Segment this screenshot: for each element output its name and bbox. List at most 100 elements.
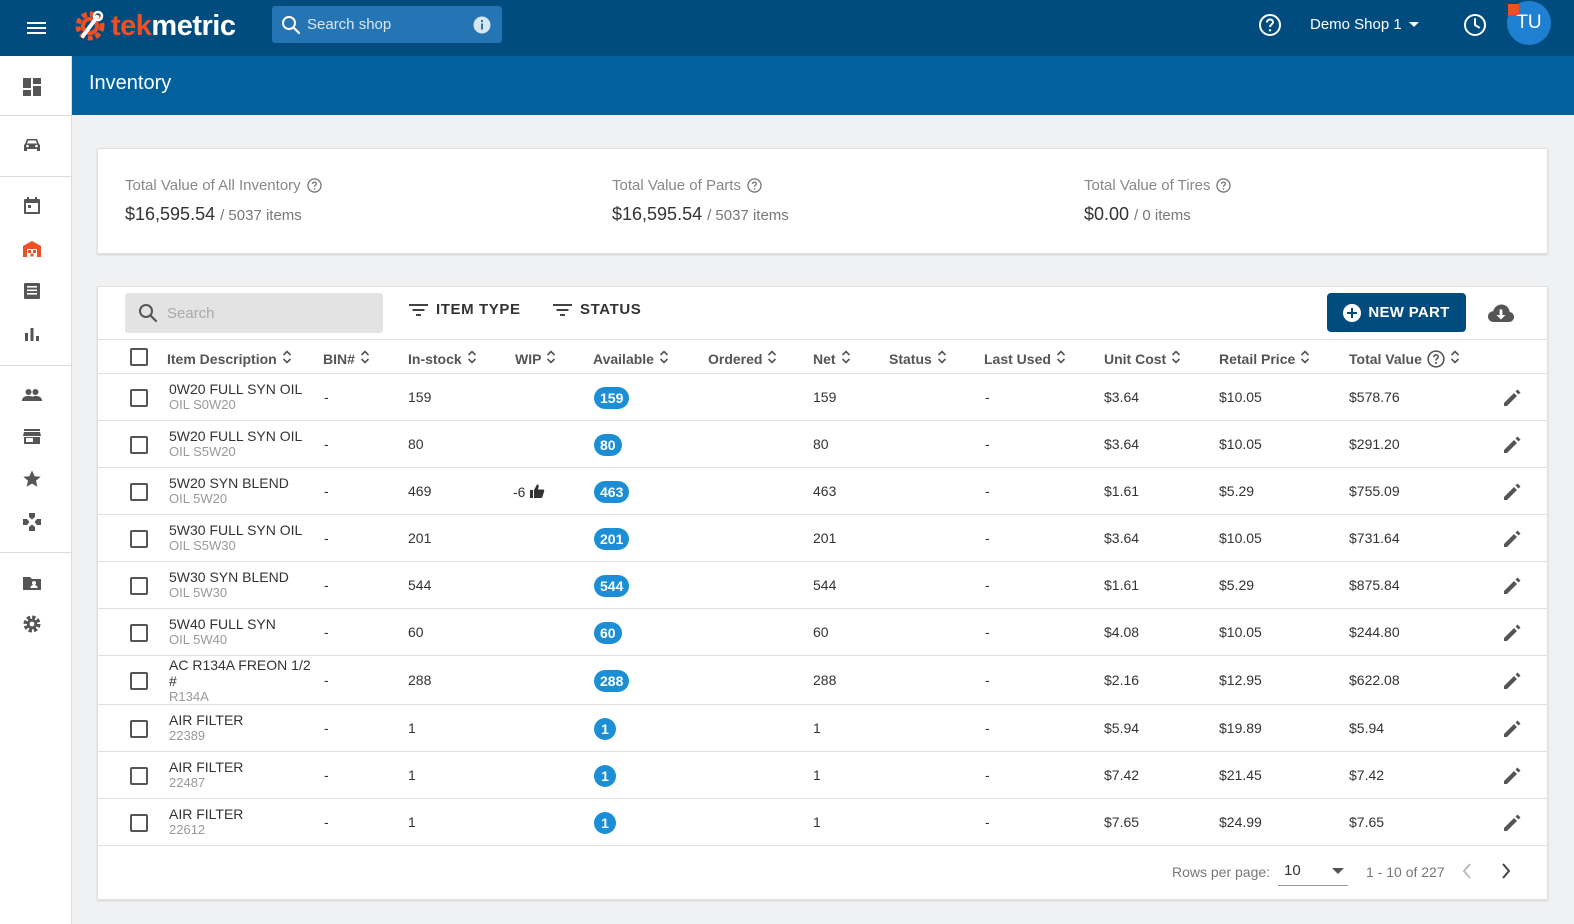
edit-pencil-icon[interactable] — [1501, 670, 1523, 692]
unit-cost-cell: $3.64 — [1104, 435, 1140, 452]
help-icon[interactable] — [1427, 349, 1445, 368]
help-icon[interactable] — [747, 178, 762, 193]
help-icon[interactable] — [1258, 13, 1282, 37]
total-value-cell: $244.80 — [1349, 623, 1400, 640]
logo[interactable]: tekmetric — [73, 6, 236, 46]
new-part-label: NEW PART — [1368, 304, 1450, 321]
col-unit-cost[interactable]: Unit Cost — [1104, 349, 1181, 368]
stat-items: / 5037 items — [707, 207, 789, 224]
table-row[interactable]: 5W30 FULL SYN OIL OIL S5W30-201 201 201- $3.… — [98, 515, 1547, 562]
inventory-warehouse-icon[interactable] — [22, 239, 42, 259]
last-used-cell: - — [985, 482, 990, 499]
sort-icon — [767, 349, 777, 368]
edit-pencil-icon[interactable] — [1501, 434, 1523, 456]
status-filter-button[interactable]: STATUS — [553, 301, 641, 318]
calendar-icon[interactable] — [22, 196, 42, 216]
col-total-value[interactable]: Total Value — [1349, 349, 1460, 368]
col-retail-price[interactable]: Retail Price — [1219, 349, 1310, 368]
col-item-description[interactable]: Item Description — [167, 349, 292, 368]
row-checkbox[interactable] — [130, 529, 148, 548]
row-checkbox[interactable] — [130, 388, 148, 407]
total-value-cell: $731.64 — [1349, 529, 1400, 546]
edit-pencil-icon[interactable] — [1501, 622, 1523, 644]
select-all-checkbox[interactable] — [130, 348, 148, 366]
row-checkbox[interactable] — [130, 623, 148, 642]
edit-pencil-icon[interactable] — [1501, 812, 1523, 834]
people-icon[interactable] — [22, 385, 42, 405]
col-bin[interactable]: BIN# — [323, 349, 370, 368]
last-used-cell: - — [985, 813, 990, 830]
cloud-download-icon[interactable] — [1487, 302, 1515, 324]
row-checkbox[interactable] — [130, 719, 148, 738]
row-checkbox[interactable] — [130, 671, 148, 690]
item-description: 5W40 FULL SYN OIL 5W40 — [169, 616, 314, 647]
shop-search-input[interactable]: Search shop — [272, 6, 502, 43]
contacts-folder-icon[interactable] — [22, 573, 42, 593]
total-value-cell: $5.94 — [1349, 719, 1385, 736]
row-checkbox[interactable] — [130, 435, 148, 454]
table-row[interactable]: 5W20 SYN BLEND OIL 5W20-469 -6 463 463- $1.61… — [98, 468, 1547, 515]
store-icon[interactable] — [22, 426, 42, 446]
dashboard-icon[interactable] — [22, 77, 42, 97]
edit-pencil-icon[interactable] — [1501, 481, 1523, 503]
sort-icon — [1450, 349, 1460, 368]
sort-icon — [659, 349, 669, 368]
integrations-icon[interactable] — [22, 512, 42, 532]
col-net[interactable]: Net — [813, 349, 851, 368]
clock-icon[interactable] — [1463, 13, 1487, 37]
stat-label: Total Value of All Inventory — [125, 177, 301, 194]
item-type-filter-button[interactable]: ITEM TYPE — [409, 301, 521, 318]
table-row[interactable]: AIR FILTER 22487-1 1 1- $7.42 $21.45 $7.42 — [98, 752, 1547, 799]
row-checkbox[interactable] — [130, 576, 148, 595]
new-part-button[interactable]: NEW PART — [1327, 293, 1466, 332]
table-row[interactable]: AIR FILTER 22389-1 1 1- $5.94 $19.89 $5.94 — [98, 705, 1547, 752]
car-icon[interactable] — [22, 135, 42, 155]
net-cell: 1 — [813, 719, 821, 736]
total-value-cell: $7.42 — [1349, 766, 1385, 783]
table-row[interactable]: 5W20 FULL SYN OIL OIL S5W20-80 80 80- $3.64 $… — [98, 421, 1547, 468]
rows-per-page-select[interactable]: 10 — [1278, 856, 1348, 886]
sort-icon — [841, 349, 851, 368]
total-value-cell: $622.08 — [1349, 671, 1400, 688]
item-description: AIR FILTER 22612 — [169, 806, 314, 837]
list-icon[interactable] — [22, 281, 42, 301]
table-row[interactable]: AIR FILTER 22612-1 1 1- $7.65 $24.99 $7.65 — [98, 799, 1547, 846]
available-badge: 1 — [594, 764, 616, 787]
chevron-left-icon[interactable] — [1460, 861, 1474, 881]
edit-pencil-icon[interactable] — [1501, 718, 1523, 740]
search-icon — [282, 15, 301, 34]
table-row[interactable]: 0W20 FULL SYN OIL OIL S0W20-159 159 159- $3.… — [98, 374, 1547, 421]
info-icon[interactable] — [473, 16, 491, 34]
col-in-stock[interactable]: In-stock — [408, 349, 477, 368]
shop-selector[interactable]: Demo Shop 1 — [1310, 16, 1420, 33]
col-status[interactable]: Status — [889, 349, 947, 368]
col-last-used[interactable]: Last Used — [984, 349, 1066, 368]
available-badge: 60 — [594, 621, 622, 644]
edit-pencil-icon[interactable] — [1501, 765, 1523, 787]
table-row[interactable]: 5W40 FULL SYN OIL 5W40-60 60 60- $4.08 $10.05… — [98, 609, 1547, 656]
bar-chart-icon[interactable] — [22, 324, 42, 344]
page-header: Inventory — [72, 56, 1574, 115]
help-icon[interactable] — [306, 178, 322, 193]
table-row[interactable]: AC R134A FREON 1/2 # R134A -288 288 288- $2.1… — [98, 656, 1547, 705]
last-used-cell: - — [985, 388, 990, 405]
menu-icon[interactable] — [24, 16, 48, 40]
edit-pencil-icon[interactable] — [1501, 387, 1523, 409]
user-avatar[interactable]: TU — [1507, 1, 1551, 45]
table-search-input[interactable] — [167, 304, 367, 322]
row-checkbox[interactable] — [130, 482, 148, 501]
edit-pencil-icon[interactable] — [1501, 575, 1523, 597]
instock-cell: 1 — [408, 766, 416, 783]
item-name: 5W30 SYN BLEND — [169, 569, 289, 585]
col-ordered[interactable]: Ordered — [708, 349, 777, 368]
chevron-right-icon[interactable] — [1499, 861, 1513, 881]
table-row[interactable]: 5W30 SYN BLEND OIL 5W30-544 544 544- $1.61 $5… — [98, 562, 1547, 609]
star-icon[interactable] — [22, 469, 42, 489]
col-available[interactable]: Available — [593, 349, 669, 368]
row-checkbox[interactable] — [130, 766, 148, 785]
row-checkbox[interactable] — [130, 813, 148, 832]
col-wip[interactable]: WIP — [515, 349, 556, 368]
help-icon[interactable] — [1216, 178, 1232, 193]
settings-gear-icon[interactable] — [22, 614, 42, 634]
edit-pencil-icon[interactable] — [1501, 528, 1523, 550]
